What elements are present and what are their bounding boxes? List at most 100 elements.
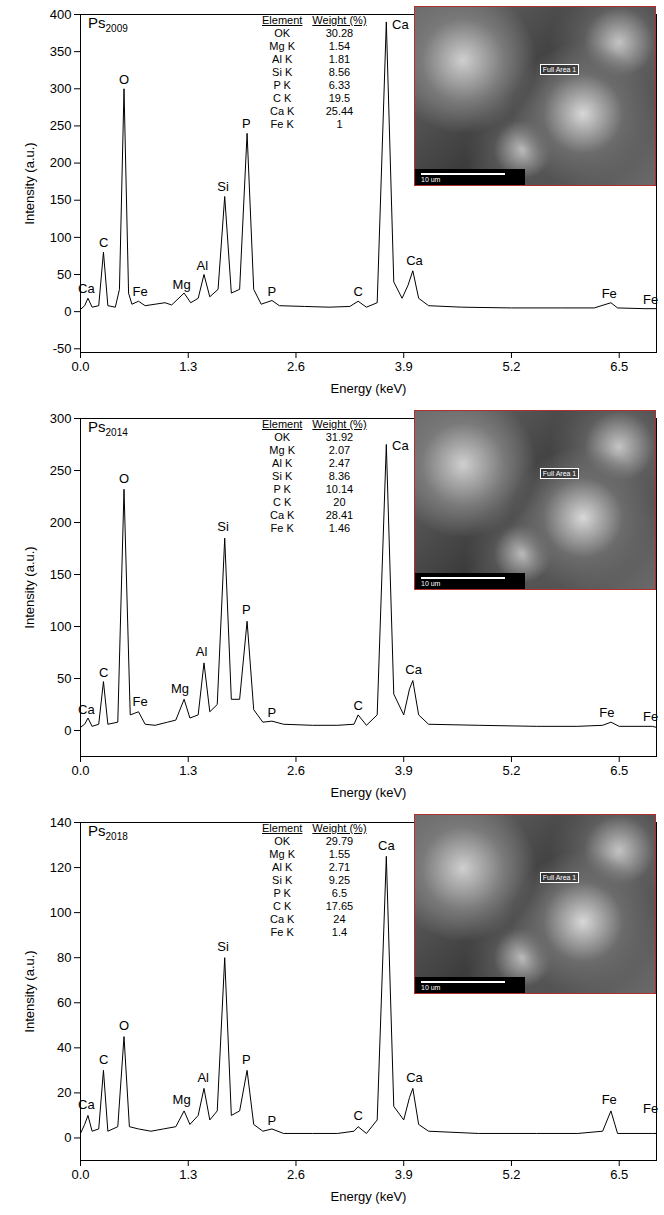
svg-text:100: 100 bbox=[50, 230, 72, 245]
svg-text:250: 250 bbox=[50, 118, 72, 133]
svg-text:300: 300 bbox=[50, 411, 72, 426]
svg-text:100: 100 bbox=[50, 905, 72, 920]
svg-text:2.6: 2.6 bbox=[287, 1167, 305, 1182]
svg-text:2.6: 2.6 bbox=[287, 763, 305, 778]
svg-text:40: 40 bbox=[57, 1040, 71, 1055]
svg-text:Intensity (a.u.): Intensity (a.u.) bbox=[22, 950, 37, 1032]
svg-text:100: 100 bbox=[50, 619, 72, 634]
svg-text:50: 50 bbox=[57, 267, 71, 282]
svg-text:120: 120 bbox=[50, 860, 72, 875]
svg-text:60: 60 bbox=[57, 995, 71, 1010]
svg-text:C: C bbox=[99, 235, 108, 250]
svg-text:5.2: 5.2 bbox=[502, 1167, 520, 1182]
svg-text:Energy (keV): Energy (keV) bbox=[331, 381, 407, 396]
svg-text:Fe: Fe bbox=[643, 1101, 658, 1116]
svg-text:0: 0 bbox=[64, 723, 71, 738]
svg-text:P: P bbox=[268, 284, 277, 299]
svg-text:0.0: 0.0 bbox=[71, 359, 89, 374]
html-text:Ps2014: Ps2014 bbox=[88, 418, 128, 438]
svg-text:1.3: 1.3 bbox=[179, 763, 197, 778]
svg-text:5.2: 5.2 bbox=[502, 763, 520, 778]
svg-text:0: 0 bbox=[64, 304, 71, 319]
html-text:30.28: 30.28 bbox=[325, 27, 354, 39]
html-text:Element: Element bbox=[262, 14, 303, 26]
svg-text:Energy (keV): Energy (keV) bbox=[331, 1189, 407, 1204]
svg-text:Energy (keV): Energy (keV) bbox=[331, 785, 407, 800]
svg-text:C: C bbox=[99, 665, 108, 680]
svg-text:Ca: Ca bbox=[78, 702, 95, 717]
svg-text:400: 400 bbox=[50, 7, 72, 22]
svg-text:350: 350 bbox=[50, 44, 72, 59]
svg-text:Si: Si bbox=[217, 939, 229, 954]
svg-text:P: P bbox=[268, 1113, 277, 1128]
svg-text:300: 300 bbox=[50, 81, 72, 96]
svg-text:Fe: Fe bbox=[133, 694, 148, 709]
svg-text:6.5: 6.5 bbox=[610, 359, 628, 374]
svg-text:50: 50 bbox=[57, 671, 71, 686]
svg-text:Fe: Fe bbox=[643, 709, 658, 724]
svg-text:O: O bbox=[119, 72, 129, 87]
svg-text:Ca: Ca bbox=[392, 17, 409, 32]
svg-text:Fe: Fe bbox=[643, 292, 658, 307]
svg-text:P: P bbox=[242, 116, 251, 131]
svg-text:Ca: Ca bbox=[78, 281, 95, 296]
svg-text:Ca: Ca bbox=[392, 438, 409, 453]
svg-text:Ca: Ca bbox=[406, 1070, 423, 1085]
svg-text:Fe: Fe bbox=[133, 284, 148, 299]
svg-text:P: P bbox=[242, 1052, 251, 1067]
svg-text:0: 0 bbox=[64, 1130, 71, 1145]
svg-text:C: C bbox=[99, 1052, 108, 1067]
svg-text:Mg: Mg bbox=[173, 1092, 191, 1107]
svg-text:2.6: 2.6 bbox=[287, 359, 305, 374]
svg-text:20: 20 bbox=[57, 1085, 71, 1100]
svg-text:C: C bbox=[353, 698, 362, 713]
svg-text:Al: Al bbox=[197, 258, 209, 273]
svg-text:-50: -50 bbox=[53, 341, 72, 356]
svg-text:3.9: 3.9 bbox=[395, 359, 413, 374]
svg-text:1.3: 1.3 bbox=[179, 1167, 197, 1182]
svg-text:P: P bbox=[242, 602, 251, 617]
svg-text:Fe: Fe bbox=[602, 286, 617, 301]
svg-text:3.9: 3.9 bbox=[395, 1167, 413, 1182]
html-text:1.54: 1.54 bbox=[328, 40, 351, 52]
svg-text:Ca: Ca bbox=[406, 253, 423, 268]
svg-text:Si: Si bbox=[217, 519, 229, 534]
svg-text:C: C bbox=[353, 1108, 362, 1123]
svg-text:Fe: Fe bbox=[602, 1092, 617, 1107]
svg-text:Si: Si bbox=[217, 179, 229, 194]
svg-text:3.9: 3.9 bbox=[395, 763, 413, 778]
svg-text:Fe: Fe bbox=[599, 705, 614, 720]
svg-text:140: 140 bbox=[50, 815, 72, 830]
svg-text:Intensity (a.u.): Intensity (a.u.) bbox=[22, 142, 37, 224]
svg-text:O: O bbox=[119, 1018, 129, 1033]
svg-text:P: P bbox=[268, 705, 277, 720]
svg-text:200: 200 bbox=[50, 515, 72, 530]
html-text:Weight (%): Weight (%) bbox=[312, 14, 367, 26]
svg-text:5.2: 5.2 bbox=[502, 359, 520, 374]
svg-text:Ca: Ca bbox=[378, 838, 395, 853]
svg-text:C: C bbox=[353, 284, 362, 299]
svg-text:80: 80 bbox=[57, 950, 71, 965]
svg-text:200: 200 bbox=[50, 155, 72, 170]
svg-text:Mg: Mg bbox=[171, 681, 189, 696]
svg-text:150: 150 bbox=[50, 567, 72, 582]
html-text:Ps2018: Ps2018 bbox=[88, 822, 128, 842]
svg-text:Al: Al bbox=[196, 644, 208, 659]
svg-text:0.0: 0.0 bbox=[71, 763, 89, 778]
svg-text:6.5: 6.5 bbox=[610, 1167, 628, 1182]
svg-text:0.0: 0.0 bbox=[71, 1167, 89, 1182]
svg-text:Ca: Ca bbox=[78, 1097, 95, 1112]
html-text:Al K: Al K bbox=[272, 53, 293, 65]
svg-text:150: 150 bbox=[50, 192, 72, 207]
svg-text:1.3: 1.3 bbox=[179, 359, 197, 374]
html-text:Mg K: Mg K bbox=[269, 40, 295, 52]
html-text:Ps2009: Ps2009 bbox=[88, 14, 128, 34]
svg-text:Mg: Mg bbox=[173, 277, 191, 292]
svg-text:O: O bbox=[119, 471, 129, 486]
svg-text:250: 250 bbox=[50, 463, 72, 478]
html-text:OK: OK bbox=[274, 27, 291, 39]
svg-text:6.5: 6.5 bbox=[610, 763, 628, 778]
svg-text:Al: Al bbox=[197, 1070, 209, 1085]
svg-text:Ca: Ca bbox=[405, 662, 422, 677]
svg-text:Intensity (a.u.): Intensity (a.u.) bbox=[22, 546, 37, 628]
